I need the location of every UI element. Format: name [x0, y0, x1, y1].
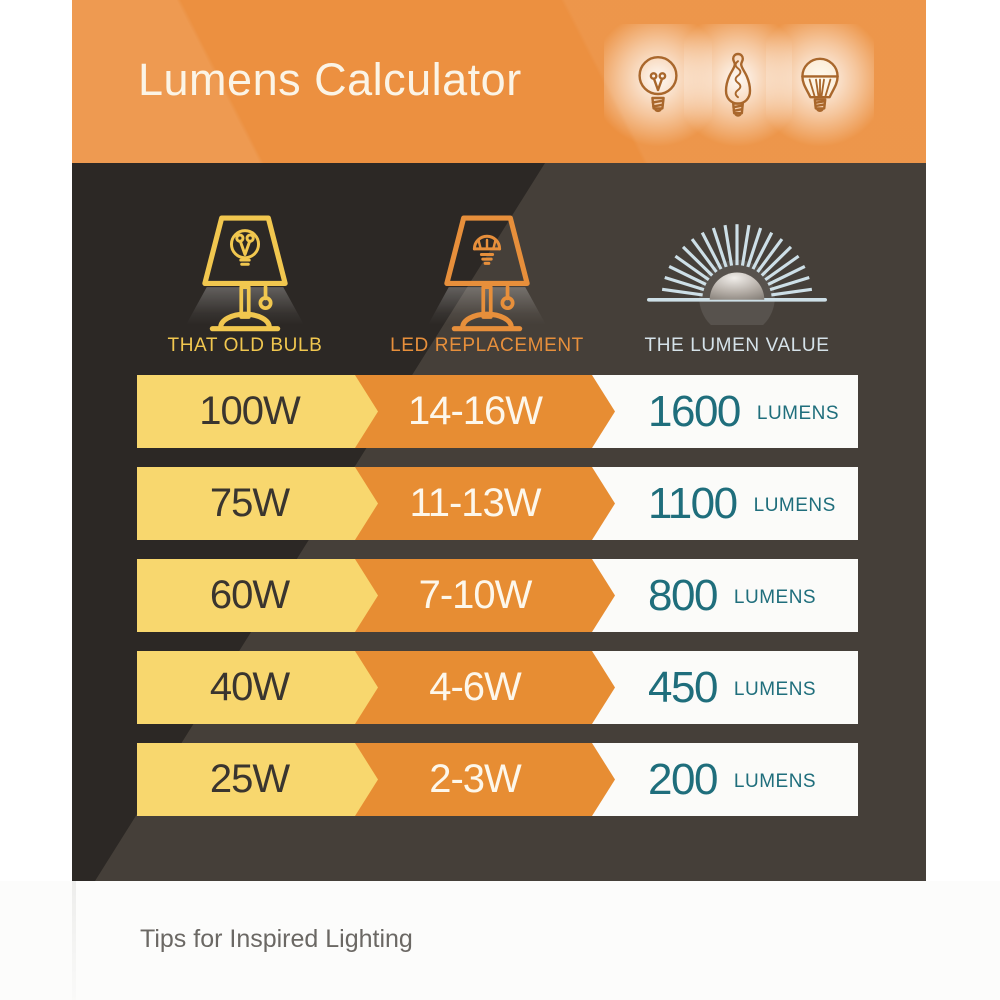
incandescent-bulb-icon — [604, 24, 712, 162]
led-watts-value: 2-3W — [429, 757, 521, 801]
old-watts-segment: 40W — [137, 651, 378, 724]
lumen-value: 450 — [648, 662, 718, 712]
page-title: Lumens Calculator — [138, 54, 522, 105]
lumen-unit-label: LUMENS — [733, 586, 817, 608]
led-watts-segment: 7-10W — [355, 559, 615, 632]
lumen-segment: 200 LUMENS — [592, 743, 858, 816]
led-bulb-icon — [766, 24, 874, 162]
led-watts-segment: 2-3W — [355, 743, 615, 816]
lumen-value: 200 — [648, 754, 718, 804]
lumen-unit-label: LUMENS — [733, 678, 817, 700]
old-watts-value: 75W — [209, 481, 290, 525]
lumen-segment: 450 LUMENS — [592, 651, 858, 724]
column-old-bulb: THAT OLD BULB — [115, 199, 375, 371]
footer: Tips for Inspired Lighting — [0, 881, 1000, 1000]
lumen-value: 800 — [648, 570, 718, 620]
column-led-replacement: LED REPLACEMENT — [357, 199, 617, 371]
column-label-old-bulb: THAT OLD BULB — [167, 335, 323, 356]
lumen-segment: 1100 LUMENS — [592, 467, 858, 540]
header: Lumens Calculator — [72, 0, 926, 163]
lumen-segment: 1600 LUMENS — [592, 375, 858, 448]
old-watts-segment: 100W — [137, 375, 378, 448]
lumen-value: 1100 — [648, 478, 738, 528]
conversion-rows: 1600 LUMENS 14-16W 100W 1100 LUMENS 11-1… — [137, 375, 858, 835]
old-watts-value: 60W — [209, 573, 290, 617]
table-lamp-incandescent-icon — [172, 205, 318, 345]
led-watts-value: 4-6W — [429, 665, 521, 709]
led-watts-segment: 14-16W — [355, 375, 615, 448]
footer-shadow-edge — [72, 881, 76, 1000]
lumen-unit-label: LUMENS — [756, 402, 840, 424]
column-label-led-replacement: LED REPLACEMENT — [390, 335, 584, 356]
lumen-segment: 800 LUMENS — [592, 559, 858, 632]
old-watts-segment: 25W — [137, 743, 378, 816]
led-watts-segment: 11-13W — [355, 467, 615, 540]
conversion-row-100w: 1600 LUMENS 14-16W 100W — [137, 375, 858, 448]
column-label-lumen-value: THE LUMEN VALUE — [644, 335, 830, 356]
old-watts-value: 40W — [209, 665, 290, 709]
led-watts-value: 7-10W — [418, 573, 532, 617]
old-watts-segment: 60W — [137, 559, 378, 632]
old-watts-segment: 75W — [137, 467, 378, 540]
edison-bulb-icon — [684, 24, 792, 162]
conversion-row-40w: 450 LUMENS 4-6W 40W — [137, 651, 858, 724]
led-watts-segment: 4-6W — [355, 651, 615, 724]
footer-tagline: Tips for Inspired Lighting — [140, 925, 413, 953]
conversion-row-60w: 800 LUMENS 7-10W 60W — [137, 559, 858, 632]
sunburst-icon — [647, 224, 827, 325]
old-watts-value: 25W — [209, 757, 290, 801]
old-watts-value: 100W — [199, 389, 300, 433]
conversion-panel: THAT OLD BULB LED REPL — [72, 163, 926, 881]
conversion-row-25w: 200 LUMENS 2-3W 25W — [137, 743, 858, 816]
led-watts-value: 11-13W — [409, 481, 541, 525]
table-lamp-led-icon — [414, 205, 560, 345]
column-lumen-value: THE LUMEN VALUE — [607, 199, 867, 371]
lumen-unit-label: LUMENS — [733, 770, 817, 792]
lumen-unit-label: LUMENS — [753, 494, 836, 516]
conversion-row-75w: 1100 LUMENS 11-13W 75W — [137, 467, 858, 540]
lumen-value: 1600 — [648, 386, 741, 436]
led-watts-value: 14-16W — [407, 389, 543, 433]
